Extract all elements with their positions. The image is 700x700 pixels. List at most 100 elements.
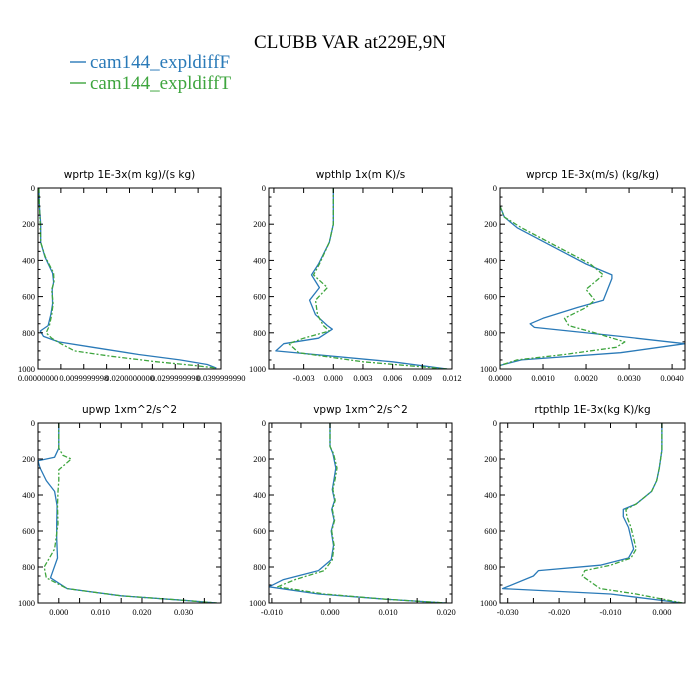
y-tick-label: 1000: [249, 598, 266, 608]
panels: wprtp 1E-3x(m kg)/(s kg) 0 200 400 600 800 100…: [18, 169, 686, 617]
panel-title: wpthlp 1x(m K)/s: [316, 169, 406, 181]
y-tick-label: 600: [253, 526, 266, 536]
y-tick-label: 400: [253, 490, 266, 500]
series-group: [500, 205, 685, 367]
series-line-2: [581, 423, 683, 603]
series-group: [275, 188, 448, 369]
series-line-1: [501, 423, 683, 603]
panel-5: vpwp 1xm^2/s^2 0 200 400 600 800 1000-0.010 0.0…: [249, 404, 456, 617]
x-tick-label: 0.000: [324, 373, 343, 383]
plot-frame: [37, 187, 222, 370]
legend-label: cam144_expldiffT: [90, 73, 231, 94]
panel-title: wprcp 1E-3x(m/s) (kg/kg): [526, 169, 659, 181]
y-tick-label: 400: [22, 490, 35, 500]
y-tick-label: 600: [22, 526, 35, 536]
y-tick-label: 400: [253, 255, 266, 265]
x-tick-label: 0.010: [379, 607, 398, 617]
x-tick-label: 0.012: [442, 373, 461, 383]
series-line-2: [38, 188, 217, 369]
y-tick-label: 800: [22, 562, 35, 572]
x-tick-label: -0.010: [261, 607, 283, 617]
x-tick-label: 0.030: [174, 607, 193, 617]
y-tick-label: 0: [262, 183, 266, 193]
series-group: [269, 423, 447, 603]
y-tick-label: 200: [22, 454, 35, 464]
plot-frame: [499, 187, 686, 370]
plot-frame: [499, 422, 686, 604]
series-line-2: [288, 188, 448, 369]
x-tick-label: 0.0099999998: [59, 373, 108, 383]
y-tick-label: 0: [493, 183, 497, 193]
series-line-2: [500, 205, 626, 367]
x-tick-label: 0.003: [353, 373, 372, 383]
y-tick-label: 1000: [480, 598, 497, 608]
x-tick-label: 0.010: [91, 607, 110, 617]
panel-2: wpthlp 1x(m K)/s 0 200 400 600 800 1000 -0.003 0…: [249, 169, 462, 383]
y-tick-label: 0: [262, 418, 266, 428]
panel-3: wprcp 1E-3x(m/s) (kg/kg) 0 200 400 600 800 100…: [480, 169, 686, 383]
x-tick-label: 0.0000: [488, 373, 511, 383]
series-line-1: [38, 188, 217, 369]
y-tick-label: 800: [253, 328, 266, 338]
x-tick-label: 0.000: [320, 607, 339, 617]
y-tick-label: 1000: [18, 364, 35, 374]
series-group: [501, 423, 683, 603]
legend-entry: cam144_expldiffT: [70, 73, 231, 94]
x-tick-label: -0.003: [293, 373, 315, 383]
y-tick-label: 400: [484, 490, 497, 500]
panel-title: wprtp 1E-3x(m kg)/(s kg): [64, 169, 195, 181]
series-line-1: [275, 188, 448, 369]
y-tick-label: 600: [484, 292, 497, 302]
panel-title: vpwp 1xm^2/s^2: [313, 404, 408, 416]
x-tick-label: 0.020: [437, 607, 456, 617]
x-tick-label: 0.020: [132, 607, 151, 617]
series-line-2: [43, 423, 217, 603]
series-group: [38, 423, 217, 603]
y-tick-label: 800: [484, 328, 497, 338]
x-tick-label: -0.020: [548, 607, 570, 617]
legend-entry: cam144_expldiffF: [70, 52, 230, 73]
series-line-1: [500, 205, 685, 367]
y-tick-label: 1000: [480, 364, 497, 374]
x-tick-label: 0.006: [383, 373, 402, 383]
series-line-1: [269, 423, 447, 603]
y-tick-label: 800: [253, 562, 266, 572]
panel-1: wprtp 1E-3x(m kg)/(s kg) 0 200 400 600 800 100…: [18, 169, 246, 383]
x-tick-label: 0.0200000000: [105, 373, 154, 383]
y-tick-label: 200: [484, 454, 497, 464]
y-tick-label: 800: [22, 328, 35, 338]
panel-4: upwp 1xm^2/s^2 0 200 400 600 800 1000 0.000 0.01…: [18, 404, 222, 617]
y-tick-label: 600: [22, 292, 35, 302]
y-tick-label: 800: [484, 562, 497, 572]
x-tick-label: 0.000: [49, 607, 68, 617]
y-tick-label: 0: [31, 183, 35, 193]
y-tick-label: 600: [253, 292, 266, 302]
x-tick-label: 0.0010: [531, 373, 554, 383]
y-tick-label: 0: [31, 418, 35, 428]
x-tick-label: -0.010: [600, 607, 622, 617]
y-tick-label: 600: [484, 526, 497, 536]
series-line-1: [38, 423, 217, 603]
series-line-2: [277, 423, 447, 603]
plot-frame: [37, 422, 222, 604]
x-tick-label: 0.0399999990: [197, 373, 246, 383]
y-tick-label: 0: [493, 418, 497, 428]
y-tick-label: 200: [253, 219, 266, 229]
x-tick-label: -0.030: [497, 607, 519, 617]
y-tick-label: 200: [22, 219, 35, 229]
panel-6: rtpthlp 1E-3x(kg K)/kg02004006008001000-…: [480, 404, 686, 617]
x-tick-label: 0.0030: [617, 373, 640, 383]
y-tick-label: 400: [484, 255, 497, 265]
legend-label: cam144_expldiffF: [90, 52, 230, 73]
series-group: [38, 188, 217, 369]
y-tick-label: 1000: [249, 364, 266, 374]
y-tick-label: 1000: [18, 598, 35, 608]
x-tick-label: 0.000: [652, 607, 671, 617]
x-tick-label: 0.00000000: [18, 373, 58, 383]
figure-title: CLUBB VAR at229E,9N: [254, 32, 446, 53]
x-tick-label: 0.009: [413, 373, 432, 383]
panel-title: rtpthlp 1E-3x(kg K)/kg: [534, 404, 650, 416]
y-tick-label: 200: [253, 454, 266, 464]
